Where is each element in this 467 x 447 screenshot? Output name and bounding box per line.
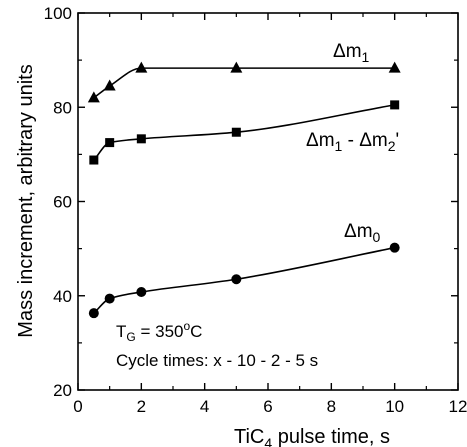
x-tick-label-10: 10 [385, 397, 404, 416]
data-markers [87, 61, 401, 319]
series-label-dm1-main: Δm [333, 41, 362, 62]
x-axis-title-rest: pulse time, s [272, 426, 390, 447]
x-axis-title: TiC4 pulse time, s [234, 426, 390, 447]
series-label-dm1-dm2: Δm1 - Δm2' [306, 130, 399, 154]
y-tick-label-60: 60 [53, 193, 72, 212]
fit-curves [93, 67, 395, 314]
point-series-1-2 [136, 134, 146, 144]
point-series-2-0 [88, 308, 99, 319]
x-tick-label-6: 6 [263, 397, 272, 416]
series-label-dm1-sub: 1 [362, 49, 370, 65]
x-tick-label-12: 12 [449, 397, 467, 416]
x-tick-label-2: 2 [137, 397, 146, 416]
annotation-temperature-main: T [116, 322, 126, 341]
point-series-0-1 [103, 79, 116, 91]
series-label-dm1-dm2-b-sub: 2 [388, 138, 396, 154]
point-series-0-3 [230, 61, 243, 73]
point-series-1-3 [231, 127, 241, 137]
y-tick-label-40: 40 [53, 287, 72, 306]
annotation-cycle-times: Cycle times: x - 10 - 2 - 5 s [116, 351, 318, 370]
annotation-temperature-degree: o [183, 319, 190, 333]
point-series-2-1 [104, 293, 115, 304]
point-series-2-4 [389, 242, 400, 253]
x-axis-title-main: TiC [234, 426, 264, 447]
annotation-temperature-sub: G [126, 330, 135, 344]
annotation-temperature-unit: C [190, 322, 202, 341]
series-label-dm1-dm2-end: ' [396, 130, 400, 151]
x-tick-label-4: 4 [200, 397, 209, 416]
curve-series-2 [93, 246, 395, 314]
point-series-0-4 [388, 61, 401, 73]
x-tick-label-8: 8 [327, 397, 336, 416]
point-series-2-2 [136, 286, 147, 297]
annotation-temperature: TG = 350oC [116, 319, 202, 344]
y-tick-label-20: 20 [53, 381, 72, 400]
x-tick-label-0: 0 [73, 397, 82, 416]
point-series-0-0 [87, 91, 100, 103]
series-label-dm0-sub: 0 [373, 229, 381, 245]
point-series-0-2 [135, 61, 148, 73]
series-label-dm1-dm2-a: Δm [306, 130, 335, 151]
series-label-dm0: Δm0 [344, 221, 381, 245]
y-tick-label-80: 80 [53, 98, 72, 117]
annotation-temperature-value: = 350 [136, 322, 184, 341]
y-tick-label-100: 100 [44, 4, 72, 23]
series-label-dm1-dm2-mid: - Δm [342, 130, 387, 151]
series-label-dm0-main: Δm [344, 221, 373, 242]
point-series-1-4 [390, 100, 400, 110]
series-label-dm1-dm2-a-sub: 1 [335, 138, 343, 154]
series-label-dm1: Δm1 [333, 41, 370, 65]
x-axis-title-sub: 4 [264, 435, 272, 447]
point-series-1-0 [89, 155, 99, 165]
y-axis-title: Mass increment, arbitrary units [15, 64, 37, 337]
point-series-2-3 [231, 274, 242, 285]
point-series-1-1 [105, 138, 115, 148]
